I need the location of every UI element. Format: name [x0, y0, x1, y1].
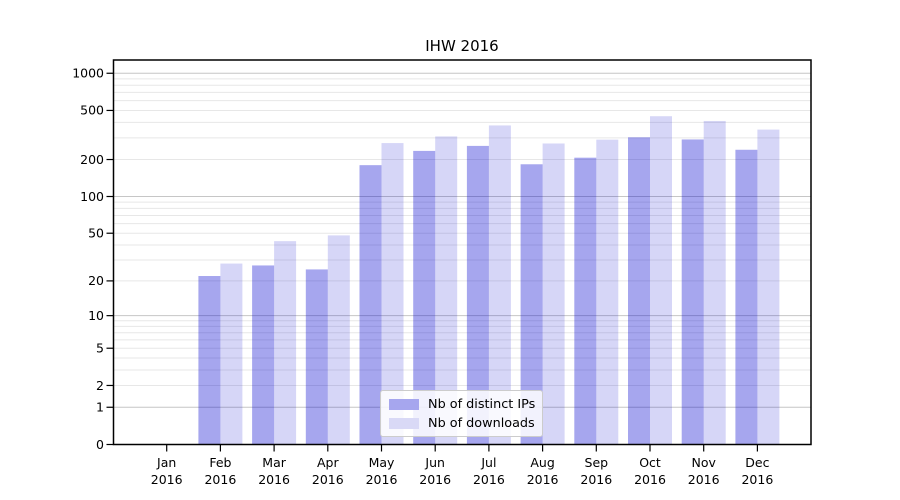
bar-downloads — [327, 235, 350, 445]
bar-downloads — [274, 241, 297, 445]
bar-distinct-ips — [681, 139, 704, 445]
x-tick-label-month: Apr — [317, 455, 339, 470]
x-tick-label-month: Dec — [745, 455, 769, 470]
legend: Nb of distinct IPs Nb of downloads — [380, 390, 543, 437]
x-tick-label-month: Jul — [480, 455, 496, 470]
x-tick-label-year: 2016 — [204, 472, 236, 487]
x-tick-label-year: 2016 — [634, 472, 666, 487]
bar-distinct-ips — [735, 149, 758, 446]
x-tick-label-month: Nov — [691, 455, 716, 470]
x-tick-label-month: Sep — [585, 455, 609, 470]
x-tick-label-year: 2016 — [580, 472, 612, 487]
bar-distinct-ips — [252, 265, 275, 445]
bar-distinct-ips — [198, 276, 221, 445]
legend-item-downloads: Nb of downloads — [389, 415, 535, 431]
x-tick-label-month: Jun — [424, 455, 445, 470]
y-tick-label: 2 — [96, 378, 104, 393]
x-tick-label-month: Feb — [209, 455, 231, 470]
chart-title: IHW 2016 — [425, 37, 499, 55]
bar-downloads — [757, 129, 780, 445]
bar-downloads — [435, 136, 458, 445]
bar-distinct-ips — [574, 157, 597, 445]
x-tick-label-year: 2016 — [366, 472, 398, 487]
bar-downloads — [220, 263, 243, 445]
y-tick-label: 100 — [80, 189, 104, 204]
bar-downloads — [650, 116, 672, 445]
bar-distinct-ips — [359, 165, 382, 446]
bar-downloads — [542, 143, 565, 445]
x-tick-label-month: Mar — [262, 455, 286, 470]
x-tick-label-year: 2016 — [258, 472, 290, 487]
x-tick-label-month: Oct — [639, 455, 661, 470]
bar-downloads — [596, 139, 619, 445]
y-tick-label: 500 — [80, 103, 104, 118]
bar-distinct-ips — [305, 269, 328, 445]
legend-label-distinct-ips: Nb of distinct IPs — [428, 396, 536, 412]
bar-distinct-ips — [520, 164, 543, 445]
y-tick-label: 10 — [88, 308, 104, 323]
bar-downloads — [488, 125, 511, 445]
x-tick-label-year: 2016 — [527, 472, 559, 487]
bar-downloads — [381, 143, 404, 445]
y-tick-label: 0 — [96, 437, 104, 452]
x-tick-label-year: 2016 — [473, 472, 505, 487]
y-tick-label: 200 — [80, 152, 104, 167]
y-tick-label: 1000 — [72, 66, 104, 81]
y-tick-label: 1 — [96, 400, 104, 415]
bar-distinct-ips — [413, 150, 436, 446]
bar-distinct-ips — [466, 145, 489, 445]
bar-distinct-ips — [628, 137, 650, 446]
bar-downloads — [703, 120, 726, 445]
x-tick-label-year: 2016 — [151, 472, 183, 487]
y-tick-label: 50 — [88, 226, 104, 241]
legend-swatch-downloads — [389, 417, 419, 429]
x-tick-label-month: May — [369, 455, 395, 470]
x-tick-label-year: 2016 — [688, 472, 720, 487]
legend-item-distinct-ips: Nb of distinct IPs — [389, 396, 536, 412]
x-tick-label-month: Jan — [156, 455, 176, 470]
axis-spine — [112, 59, 812, 446]
legend-label-downloads: Nb of downloads — [428, 415, 535, 431]
x-tick-label-year: 2016 — [419, 472, 451, 487]
x-tick-label-year: 2016 — [312, 472, 344, 487]
y-tick-label: 5 — [96, 341, 104, 356]
x-tick-label-year: 2016 — [741, 472, 773, 487]
x-tick-label-month: Aug — [530, 455, 554, 470]
y-tick-label: 20 — [88, 273, 104, 288]
legend-swatch-distinct-ips — [389, 398, 419, 410]
